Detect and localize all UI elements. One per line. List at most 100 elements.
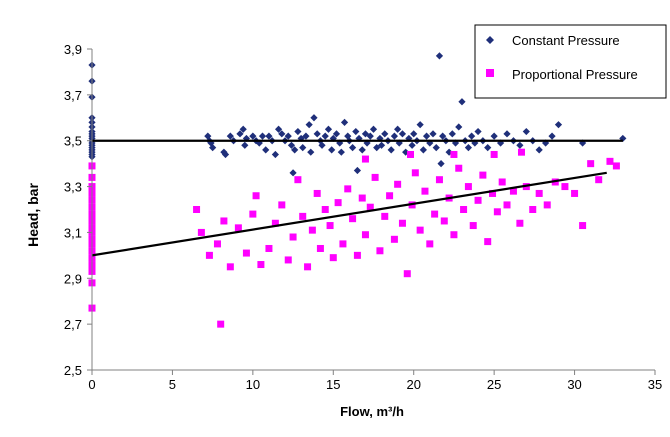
data-point-constant-pressure <box>324 125 333 133</box>
data-point-proportional-pressure <box>406 150 414 158</box>
data-point-constant-pressure <box>366 132 374 140</box>
y-axis-title: Head, bar <box>25 183 41 247</box>
data-point-constant-pressure <box>297 134 305 143</box>
data-point-constant-pressure <box>455 123 463 131</box>
data-point-constant-pressure <box>239 125 247 133</box>
data-point-constant-pressure <box>369 125 378 133</box>
data-point-constant-pressure <box>278 130 286 138</box>
data-point-constant-pressure <box>548 132 556 140</box>
data-point-constant-pressure <box>394 125 402 133</box>
data-point-proportional-pressure <box>361 231 369 239</box>
data-point-proportional-pressure <box>595 176 603 184</box>
data-point-constant-pressure <box>458 98 466 106</box>
data-point-proportional-pressure <box>450 231 458 239</box>
data-point-proportional-pressure <box>339 240 347 248</box>
y-tick-label: 3,3 <box>64 180 82 195</box>
data-point-proportional-pressure <box>474 196 482 204</box>
data-point-constant-pressure <box>395 139 403 147</box>
data-point-proportional-pressure <box>516 219 524 227</box>
data-point-proportional-pressure <box>213 240 221 248</box>
data-point-constant-pressure <box>249 132 257 140</box>
data-point-proportional-pressure <box>381 212 389 220</box>
data-point-proportional-pressure <box>469 222 477 230</box>
data-point-constant-pressure <box>274 125 283 133</box>
data-point-proportional-pressure <box>431 210 439 218</box>
y-tick-label: 3,5 <box>64 134 82 149</box>
data-point-constant-pressure <box>310 114 318 122</box>
data-point-proportional-pressure <box>403 270 411 278</box>
x-axis-title: Flow, m³/h <box>340 404 404 419</box>
data-point-constant-pressure <box>390 132 399 140</box>
data-point-proportional-pressure <box>571 189 579 197</box>
data-point-constant-pressure <box>352 127 360 136</box>
data-point-constant-pressure <box>344 132 352 140</box>
data-point-constant-pressure <box>287 141 296 149</box>
data-point-proportional-pressure <box>390 235 398 243</box>
data-point-constant-pressure <box>535 146 543 154</box>
y-tick-label: 2,7 <box>64 317 82 332</box>
data-point-proportional-pressure <box>242 249 250 257</box>
data-point-proportional-pressure <box>313 189 321 197</box>
data-point-constant-pressure <box>554 121 563 129</box>
data-point-proportional-pressure <box>386 192 394 200</box>
data-point-proportional-pressure <box>265 244 273 252</box>
legend-marker-proportional-pressure <box>486 69 494 77</box>
data-point-proportional-pressure <box>503 201 511 209</box>
data-point-proportional-pressure <box>361 155 369 163</box>
data-point-proportional-pressure <box>612 162 620 170</box>
data-point-proportional-pressure <box>344 185 352 193</box>
data-point-constant-pressure <box>337 148 345 156</box>
data-point-constant-pressure <box>402 148 410 156</box>
x-tick-label: 15 <box>326 377 340 392</box>
data-point-proportional-pressure <box>349 215 357 223</box>
data-point-proportional-pressure <box>450 150 458 158</box>
y-tick-label: 2,9 <box>64 271 82 286</box>
data-point-proportional-pressure <box>587 160 595 168</box>
trendline-proportional-pressure <box>91 171 607 257</box>
data-point-proportional-pressure <box>284 256 292 264</box>
data-point-proportional-pressure <box>376 247 384 255</box>
legend-label-proportional-pressure: Proportional Pressure <box>512 67 638 82</box>
data-point-proportional-pressure <box>234 224 242 232</box>
data-point-proportional-pressure <box>217 320 225 328</box>
data-point-constant-pressure <box>422 132 431 140</box>
data-point-constant-pressure <box>294 127 302 136</box>
data-point-constant-pressure <box>503 130 511 138</box>
x-tick-label: 35 <box>648 377 662 392</box>
y-tick-label: 3,7 <box>64 88 82 103</box>
data-point-constant-pressure <box>432 143 440 152</box>
data-point-proportional-pressure <box>299 212 307 220</box>
data-point-proportional-pressure <box>416 226 424 234</box>
data-point-proportional-pressure <box>489 189 497 197</box>
data-point-proportional-pressure <box>579 222 587 230</box>
data-point-proportional-pressure <box>479 171 487 179</box>
data-point-proportional-pressure <box>366 203 374 211</box>
data-point-constant-pressure <box>405 134 413 143</box>
data-point-proportional-pressure <box>226 263 234 271</box>
data-point-constant-pressure <box>464 143 473 152</box>
data-point-constant-pressure <box>490 132 498 140</box>
data-point-proportional-pressure <box>517 148 525 156</box>
data-point-constant-pressure <box>221 150 230 159</box>
data-point-constant-pressure <box>236 130 244 138</box>
data-point-proportional-pressure <box>308 226 316 234</box>
data-point-constant-pressure <box>299 143 307 152</box>
data-point-proportional-pressure <box>398 219 406 227</box>
data-point-constant-pressure <box>302 132 310 140</box>
data-point-proportional-pressure <box>455 164 463 172</box>
data-point-proportional-pressure <box>426 240 434 248</box>
data-point-constant-pressure <box>340 118 349 126</box>
x-tick-label: 0 <box>88 377 95 392</box>
data-point-proportional-pressure <box>493 208 501 216</box>
data-point-constant-pressure <box>373 143 381 152</box>
data-point-proportional-pressure <box>249 210 257 218</box>
data-point-proportional-pressure <box>271 219 279 227</box>
x-tick-label: 5 <box>169 377 176 392</box>
data-point-constant-pressure <box>516 141 524 149</box>
data-point-proportional-pressure <box>411 169 419 177</box>
data-point-constant-pressure <box>429 130 437 138</box>
data-point-proportional-pressure <box>606 157 614 165</box>
data-point-constant-pressure <box>307 148 315 156</box>
data-point-constant-pressure <box>226 132 234 140</box>
data-point-constant-pressure <box>484 143 492 152</box>
